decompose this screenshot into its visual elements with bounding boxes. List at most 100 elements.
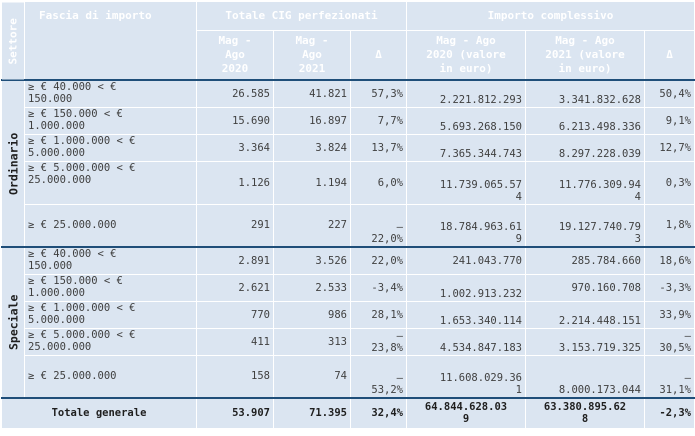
band-cell: ≥ € 40.000 < € 150.000 (24, 246, 197, 275)
table-row: ≥ € 5.000.000 < € 25.000.000 1.126 1.194… (2, 160, 695, 205)
sector-ordinario: Ordinario (1, 80, 25, 247)
cig-2020-cell: 15.690 (196, 106, 274, 135)
total-importo-2020: 64.844.628.03 9 (406, 397, 526, 429)
sector-speciale: Speciale (1, 247, 25, 398)
band-cell: ≥ € 25.000.000 (24, 354, 197, 399)
importo-2021-cell: 3.341.832.628 (525, 79, 645, 108)
delta-importo-cell: – 30,5% (644, 327, 695, 356)
header-delta-cig: Δ (350, 30, 407, 81)
importo-2020-cell: 1.653.340.114 (406, 300, 526, 329)
cig-2021-cell: 74 (273, 354, 351, 399)
total-label: Totale generale (1, 397, 197, 429)
table-row: ≥ € 25.000.000 158 74 – 53,2% 11.608.029… (2, 354, 695, 399)
cig-2021-cell: 986 (273, 300, 351, 329)
header-importo-2021: Mag - Ago 2021 (valore in euro) (525, 30, 645, 81)
cig-2020-cell: 2.621 (196, 273, 274, 302)
band-cell: ≥ € 5.000.000 < € 25.000.000 (24, 160, 197, 205)
cig-2020-cell: 26.585 (196, 79, 274, 108)
table-row: ≥ € 1.000.000 < € 5.000.000 3.364 3.824 … (2, 133, 695, 162)
header-settore: Settore (1, 1, 25, 80)
importo-2021-cell: 285.784.660 (525, 246, 645, 275)
total-row: Totale generale 53.907 71.395 32,4% 64.8… (1, 397, 695, 429)
cig-2021-cell: 313 (273, 327, 351, 356)
band-cell: ≥ € 1.000.000 < € 5.000.000 (24, 133, 197, 162)
importo-2020-cell: 11.739.065.57 4 (406, 160, 526, 205)
total-cig-2020: 53.907 (196, 397, 274, 429)
header-totale-cig: Totale CIG perfezionati (196, 1, 407, 31)
header-mag-ago-2020: Mag - Ago 2020 (196, 30, 274, 81)
importo-2020-cell: 7.365.344.743 (406, 133, 526, 162)
cig-2021-cell: 1.194 (273, 160, 351, 205)
importo-2021-cell: 8.297.228.039 (525, 133, 645, 162)
importo-2021-cell: 970.160.708 (525, 273, 645, 302)
cig-2020-cell: 2.891 (196, 246, 274, 275)
importo-2020-cell: 18.784.963.61 9 (406, 203, 526, 248)
delta-importo-cell: 18,6% (644, 246, 695, 275)
cig-2021-cell: 41.821 (273, 79, 351, 108)
table-row: ≥ € 25.000.000 291 227 – 22,0% 18.784.96… (2, 203, 695, 248)
band-cell: ≥ € 5.000.000 < € 25.000.000 (24, 327, 197, 356)
delta-cig-cell: 13,7% (350, 133, 407, 162)
delta-importo-cell: -3,3% (644, 273, 695, 302)
delta-cig-cell: 7,7% (350, 106, 407, 135)
importo-2021-cell: 19.127.740.79 3 (525, 203, 645, 248)
cig-2020-cell: 770 (196, 300, 274, 329)
importo-2021-cell: 2.214.448.151 (525, 300, 645, 329)
delta-cig-cell: – 53,2% (350, 354, 407, 399)
header-importo: Importo complessivo (406, 1, 695, 31)
delta-importo-cell: 9,1% (644, 106, 695, 135)
table-row: ≥ € 5.000.000 < € 25.000.000 411 313 – 2… (2, 327, 695, 356)
delta-importo-cell: 33,9% (644, 300, 695, 329)
total-delta-cig: 32,4% (350, 397, 407, 429)
importo-2021-cell: 3.153.719.325 (525, 327, 645, 356)
header-fascia: Fascia di importo (24, 1, 197, 81)
table-row: ≥ € 1.000.000 < € 5.000.000 770 986 28,1… (2, 300, 695, 329)
delta-importo-cell: 50,4% (644, 79, 695, 108)
cig-2021-cell: 227 (273, 203, 351, 248)
cig-2021-cell: 16.897 (273, 106, 351, 135)
band-cell: ≥ € 1.000.000 < € 5.000.000 (24, 300, 197, 329)
delta-cig-cell: 6,0% (350, 160, 407, 205)
table-row: Speciale ≥ € 40.000 < € 150.000 2.891 3.… (1, 246, 695, 398)
cig-2021-cell: 3.526 (273, 246, 351, 275)
cig-2020-cell: 3.364 (196, 133, 274, 162)
importo-2021-cell: 8.000.173.044 (525, 354, 645, 399)
importo-2020-cell: 1.002.913.232 (406, 273, 526, 302)
table-row: ≥ € 150.000 < € 1.000.000 15.690 16.897 … (2, 106, 695, 135)
band-cell: ≥ € 40.000 < € 150.000 (24, 79, 197, 108)
cig-2021-cell: 2.533 (273, 273, 351, 302)
delta-cig-cell: 57,3% (350, 79, 407, 108)
importo-2020-cell: 4.534.847.183 (406, 327, 526, 356)
importo-2020-cell: 2.221.812.293 (406, 79, 526, 108)
cig-2020-cell: 1.126 (196, 160, 274, 205)
band-cell: ≥ € 150.000 < € 1.000.000 (24, 273, 197, 302)
band-cell: ≥ € 25.000.000 (24, 203, 197, 248)
cig-2020-cell: 411 (196, 327, 274, 356)
delta-cig-cell: -3,4% (350, 273, 407, 302)
total-importo-2021: 63.380.895.62 8 (525, 397, 645, 429)
band-cell: ≥ € 150.000 < € 1.000.000 (24, 106, 197, 135)
delta-cig-cell: – 22,0% (350, 203, 407, 248)
header-mag-ago-2021: Mag - Ago 2021 (273, 30, 351, 81)
header-importo-2020: Mag - Ago 2020 (valore in euro) (406, 30, 526, 81)
total-delta-importo: -2,3% (644, 397, 695, 429)
delta-importo-cell: 1,8% (644, 203, 695, 248)
importo-2021-cell: 6.213.498.336 (525, 106, 645, 135)
importo-2021-cell: 11.776.309.94 4 (525, 160, 645, 205)
delta-importo-cell: – 31,1% (644, 354, 695, 399)
delta-importo-cell: 12,7% (644, 133, 695, 162)
importo-2020-cell: 241.043.770 (406, 246, 526, 275)
cig-2021-cell: 3.824 (273, 133, 351, 162)
delta-importo-cell: 0,3% (644, 160, 695, 205)
delta-cig-cell: 28,1% (350, 300, 407, 329)
importo-2020-cell: 5.693.268.150 (406, 106, 526, 135)
delta-cig-cell: 22,0% (350, 246, 407, 275)
importo-2020-cell: 11.608.029.36 1 (406, 354, 526, 399)
table-row: Ordinario ≥ € 40.000 < € 150.000 26.585 … (1, 79, 695, 247)
cig-2020-cell: 158 (196, 354, 274, 399)
table-row: ≥ € 150.000 < € 1.000.000 2.621 2.533 -3… (2, 273, 695, 302)
total-cig-2021: 71.395 (273, 397, 351, 429)
header-delta-importo: Δ (644, 30, 695, 81)
delta-cig-cell: – 23,8% (350, 327, 407, 356)
